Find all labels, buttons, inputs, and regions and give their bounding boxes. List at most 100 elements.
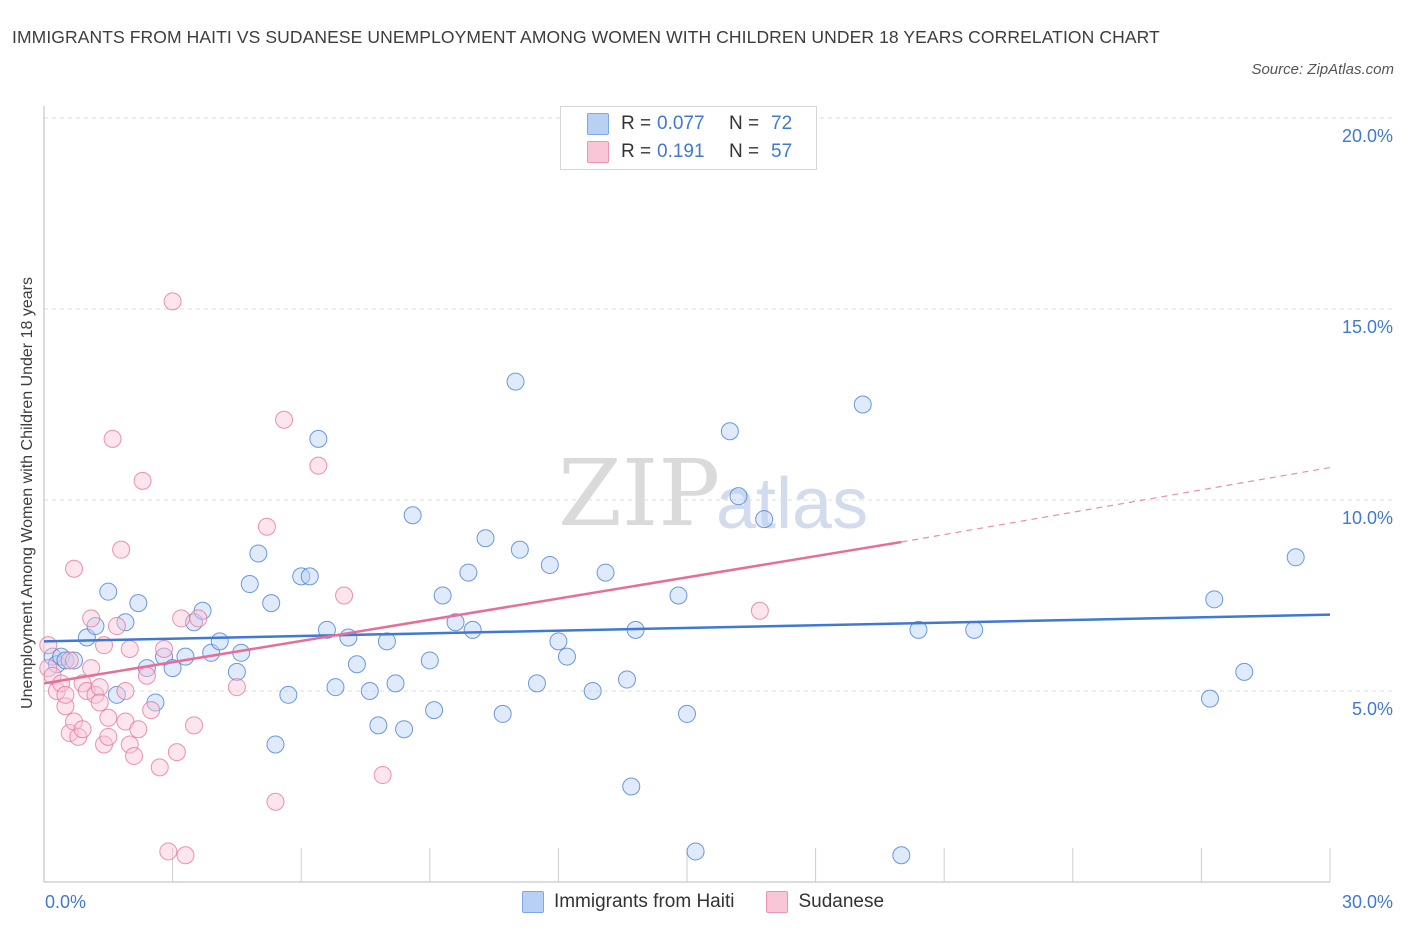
source-label: Source: ZipAtlas.com bbox=[1251, 61, 1394, 78]
data-points bbox=[39, 292, 1305, 865]
r-label: R = bbox=[621, 113, 652, 134]
haiti-point bbox=[227, 662, 246, 681]
haiti-point bbox=[583, 682, 602, 700]
haiti-point bbox=[347, 655, 366, 674]
haiti-point bbox=[1205, 590, 1224, 609]
haiti-point bbox=[622, 777, 641, 796]
r-value: 0.191 bbox=[657, 141, 705, 162]
sudanese-swatch bbox=[587, 141, 609, 163]
haiti-point bbox=[99, 582, 118, 601]
haiti-point bbox=[377, 632, 396, 651]
haiti-point bbox=[720, 422, 739, 441]
sudanese-point bbox=[90, 678, 109, 697]
y-tick-label: 20.0% bbox=[1342, 126, 1393, 146]
sudanese-trend-extension bbox=[901, 466, 1331, 543]
n-label: N = bbox=[729, 113, 760, 134]
sudanese-point bbox=[116, 682, 135, 700]
haiti-point bbox=[493, 704, 512, 723]
legend-label-sudanese: Sudanese bbox=[798, 891, 885, 912]
sudanese-point bbox=[60, 651, 79, 670]
sudanese-point bbox=[275, 410, 294, 429]
series-legend: Immigrants from Haiti Sudanese bbox=[0, 888, 1406, 916]
haiti-point bbox=[617, 670, 636, 689]
sudanese-point bbox=[65, 559, 84, 578]
haiti-point bbox=[686, 842, 705, 861]
sudanese-point bbox=[750, 601, 769, 620]
gridlines bbox=[44, 117, 1394, 692]
sudanese-point bbox=[266, 792, 285, 811]
y-axis-title: Unemployment Among Women with Children U… bbox=[19, 277, 36, 709]
sudanese-point bbox=[125, 746, 144, 765]
sudanese-point bbox=[150, 758, 169, 777]
sudanese-point bbox=[172, 609, 191, 628]
haiti-point bbox=[65, 651, 84, 670]
legend-item-sudanese[interactable]: Sudanese bbox=[766, 891, 884, 913]
watermark-zip: ZIP bbox=[558, 440, 720, 547]
haiti-point bbox=[1286, 548, 1305, 567]
watermark: ZIP atlas bbox=[558, 440, 868, 547]
sudanese-point bbox=[163, 292, 182, 311]
haiti-point bbox=[853, 395, 872, 414]
sudanese-point bbox=[189, 609, 208, 628]
haiti-point bbox=[326, 678, 345, 697]
y-tick-label: 10.0% bbox=[1342, 508, 1393, 528]
haiti-point bbox=[210, 632, 229, 651]
sudanese-point bbox=[112, 540, 131, 559]
legend-row-haiti: R = 0.077 N = 72 bbox=[587, 111, 792, 137]
sudanese-point bbox=[137, 666, 156, 685]
trend-lines bbox=[43, 466, 1331, 685]
sudanese-point bbox=[133, 471, 152, 490]
sudanese-point bbox=[159, 842, 178, 861]
sudanese-point bbox=[185, 716, 204, 735]
haiti-point bbox=[266, 735, 285, 754]
sudanese-point bbox=[176, 846, 195, 865]
haiti-point bbox=[433, 586, 452, 605]
haiti-point bbox=[107, 685, 126, 704]
haiti-swatch bbox=[521, 891, 544, 913]
correlation-legend: R = 0.077 N = 72 R = 0.191 N = 57 bbox=[560, 106, 817, 170]
sudanese-point bbox=[309, 456, 328, 475]
haiti-point bbox=[510, 540, 529, 559]
haiti-point bbox=[678, 704, 696, 723]
haiti-point bbox=[463, 620, 482, 639]
haiti-point bbox=[360, 682, 379, 700]
x-tick-label: 0.0% bbox=[45, 892, 86, 912]
sudanese-point bbox=[129, 720, 148, 739]
haiti-point bbox=[540, 555, 559, 574]
haiti-point bbox=[425, 701, 444, 720]
haiti-point bbox=[420, 651, 439, 670]
sudanese-point bbox=[142, 701, 161, 720]
haiti-point bbox=[1200, 689, 1219, 708]
haiti-point bbox=[549, 632, 568, 651]
n-value: 72 bbox=[771, 113, 793, 134]
haiti-point bbox=[300, 567, 319, 586]
haiti-point bbox=[596, 563, 615, 582]
sudanese-point bbox=[73, 720, 92, 739]
legend-item-haiti[interactable]: Immigrants from Haiti bbox=[521, 891, 735, 913]
haiti-point bbox=[755, 510, 774, 529]
legend-label-haiti: Immigrants from Haiti bbox=[553, 891, 735, 912]
haiti-trend-line bbox=[43, 613, 1331, 643]
legend-row-sudanese: R = 0.191 N = 57 bbox=[587, 139, 792, 165]
sudanese-point bbox=[120, 639, 139, 658]
sudanese-point bbox=[107, 617, 126, 636]
haiti-point bbox=[240, 575, 259, 594]
sudanese-point bbox=[99, 708, 118, 727]
sudanese-point bbox=[39, 636, 58, 655]
haiti-point bbox=[965, 620, 984, 639]
axes bbox=[43, 106, 1331, 883]
sudanese-point bbox=[227, 678, 246, 697]
sudanese-point bbox=[103, 429, 122, 448]
haiti-point bbox=[892, 846, 911, 865]
sudanese-point bbox=[99, 727, 118, 746]
haiti-point bbox=[369, 716, 388, 735]
sudanese-point bbox=[155, 639, 174, 658]
haiti-point bbox=[262, 594, 281, 613]
haiti-point bbox=[557, 647, 576, 666]
sudanese-point bbox=[90, 693, 109, 712]
tick-labels: 5.0% 10.0% 15.0% 20.0% 0.0% 30.0% bbox=[45, 126, 1393, 912]
haiti-point bbox=[909, 620, 928, 639]
haiti-point bbox=[129, 594, 148, 613]
